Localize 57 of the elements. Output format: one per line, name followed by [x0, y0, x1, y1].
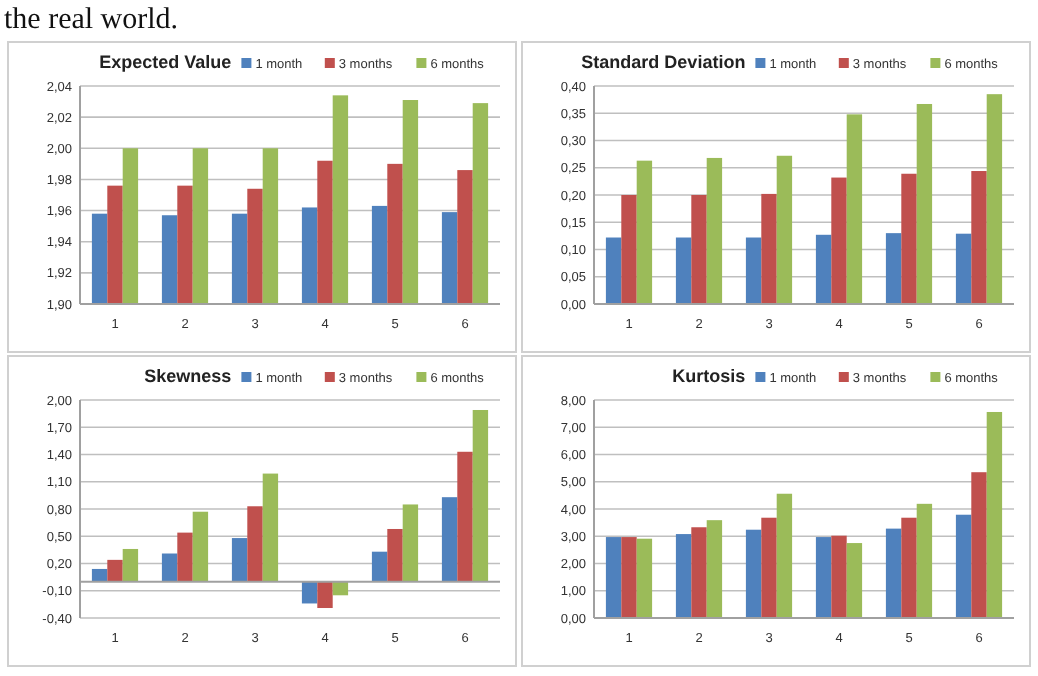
bar	[885, 233, 902, 304]
bar	[846, 114, 863, 304]
bar	[971, 171, 987, 304]
bar	[107, 559, 123, 582]
bar	[122, 548, 139, 582]
bar	[621, 537, 637, 618]
bar	[605, 537, 622, 618]
chart-title: Expected Value	[99, 52, 232, 72]
bar	[745, 237, 762, 304]
bar	[815, 234, 832, 304]
bar	[231, 538, 248, 582]
bar	[161, 553, 178, 582]
bar	[761, 517, 777, 618]
chart-title: Kurtosis	[672, 366, 746, 386]
bar	[472, 409, 489, 582]
bar	[846, 543, 863, 618]
bar	[317, 581, 333, 609]
bar	[706, 157, 723, 304]
bar	[761, 193, 777, 304]
bar	[955, 514, 972, 618]
bar	[387, 528, 403, 582]
bar	[177, 532, 193, 582]
bar	[885, 528, 902, 618]
bar	[986, 94, 1003, 304]
bar	[402, 504, 419, 582]
text: the real world.	[4, 4, 179, 36]
bar	[675, 237, 692, 304]
bar	[745, 529, 762, 618]
bar	[636, 538, 653, 618]
bar	[901, 517, 917, 618]
bar	[691, 527, 707, 618]
bar	[986, 411, 1003, 618]
bar	[675, 534, 692, 618]
bar	[955, 233, 972, 304]
bar	[916, 503, 933, 618]
bar	[971, 472, 987, 618]
bar	[776, 493, 793, 618]
chart-title: Skewness	[144, 366, 232, 386]
bar	[706, 520, 723, 618]
bar	[831, 535, 847, 618]
bar	[636, 160, 653, 304]
bar	[192, 511, 209, 582]
bar	[776, 155, 793, 304]
bar	[691, 195, 707, 304]
bar	[247, 506, 263, 582]
bar	[831, 177, 847, 304]
bar	[91, 568, 108, 582]
bar	[605, 237, 622, 304]
bar	[901, 173, 917, 304]
bar	[371, 551, 388, 582]
bar	[441, 497, 458, 582]
bar	[621, 195, 637, 304]
bar	[457, 451, 473, 582]
bar	[262, 473, 279, 582]
chart-title: Standard Deviation	[581, 52, 746, 72]
bar	[815, 537, 832, 618]
bar	[916, 103, 933, 304]
